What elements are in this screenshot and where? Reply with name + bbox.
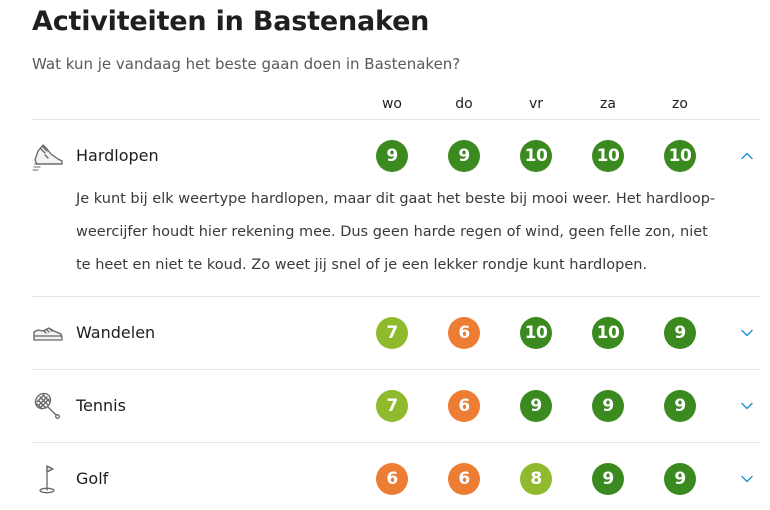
score-badge: 9 (664, 390, 696, 422)
divider (32, 369, 760, 370)
golf-flag-icon (32, 463, 64, 495)
walking-shoe-icon (32, 317, 64, 349)
score-badge: 10 (592, 140, 624, 172)
chevron-up-icon[interactable] (739, 148, 755, 164)
day-header-za: za (600, 96, 616, 112)
score-badge: 10 (520, 317, 552, 349)
score-badge: 9 (664, 463, 696, 495)
activity-name: Golf (76, 469, 109, 488)
day-header-do: do (455, 96, 473, 112)
day-header-wo: wo (381, 96, 402, 112)
score-badge: 9 (520, 390, 552, 422)
score-badge: 6 (448, 463, 480, 495)
running-shoe-icon (32, 140, 64, 172)
day-header-vr: vr (528, 96, 544, 112)
score-badge: 9 (592, 463, 624, 495)
score-badge: 10 (664, 140, 696, 172)
score-badge: 10 (592, 317, 624, 349)
day-header-zo: zo (672, 96, 688, 112)
divider (32, 296, 760, 297)
chevron-down-icon[interactable] (739, 471, 755, 487)
divider (32, 119, 760, 120)
score-badge: 9 (448, 140, 480, 172)
score-badge: 9 (376, 140, 408, 172)
activity-name: Hardlopen (76, 146, 159, 165)
score-badge: 7 (376, 317, 408, 349)
score-badge: 6 (448, 390, 480, 422)
score-badge: 7 (376, 390, 408, 422)
chevron-down-icon[interactable] (739, 398, 755, 414)
score-badge: 10 (520, 140, 552, 172)
divider (32, 442, 760, 443)
chevron-down-icon[interactable] (739, 325, 755, 341)
activity-name: Tennis (76, 396, 126, 415)
score-badge: 9 (664, 317, 696, 349)
page-title: Activiteiten in Bastenaken (32, 6, 430, 37)
score-badge: 6 (448, 317, 480, 349)
score-badge: 9 (592, 390, 624, 422)
score-badge: 6 (376, 463, 408, 495)
score-badge: 8 (520, 463, 552, 495)
activity-description: Je kunt bij elk weertype hardlopen, maar… (76, 191, 716, 273)
tennis-racket-icon (32, 390, 64, 422)
page-subtitle: Wat kun je vandaag het beste gaan doen i… (32, 55, 461, 73)
activity-name: Wandelen (76, 323, 156, 342)
